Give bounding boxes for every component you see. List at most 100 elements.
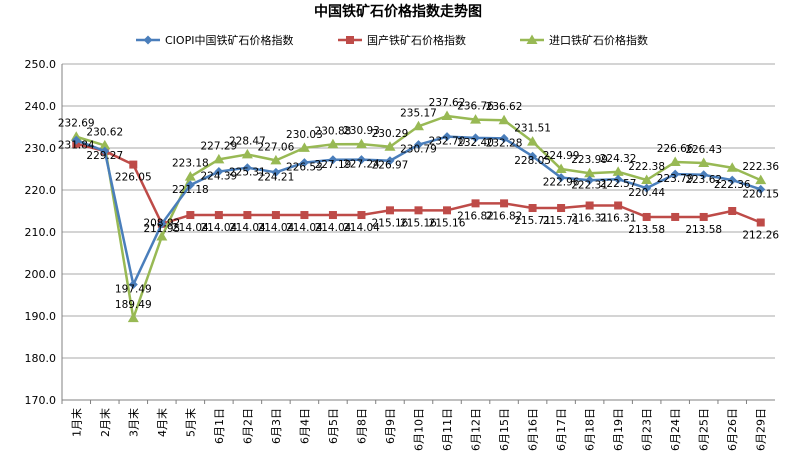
data-point (99, 139, 111, 150)
x-tick-label: 5月末 (183, 408, 197, 437)
data-label: 215.71 (543, 215, 580, 227)
x-tick-label: 6月5日 (327, 408, 340, 444)
data-point (612, 166, 624, 176)
x-tick-label: 3月末 (126, 408, 140, 437)
data-label: 229.27 (86, 150, 123, 162)
data-label: 189.49 (115, 299, 152, 311)
data-point (214, 211, 223, 220)
data-label: 222.36 (714, 179, 751, 191)
data-label: 215.16 (400, 217, 437, 229)
data-point (71, 135, 81, 145)
data-point (442, 132, 452, 142)
data-label: 232.28 (486, 137, 523, 149)
data-label: 213.58 (685, 224, 722, 236)
y-tick-label: 180.0 (25, 352, 57, 365)
data-point (356, 155, 366, 165)
chart-title: 中国铁矿石价格指数走势图 (314, 3, 482, 20)
x-tick-label: 6月18日 (584, 408, 597, 451)
data-point (527, 136, 539, 146)
data-label: 214.04 (286, 222, 323, 234)
data-point (385, 206, 394, 215)
data-label: 236.76 (457, 101, 494, 113)
y-tick-label: 200.0 (25, 268, 57, 281)
data-label: 230.88 (315, 125, 352, 137)
data-label: 230.79 (400, 144, 437, 156)
data-label: 232.40 (457, 137, 494, 149)
y-tick-label: 240.0 (25, 100, 57, 113)
x-tick-label: 6月23日 (641, 408, 654, 451)
data-point (385, 156, 395, 166)
data-point (271, 211, 280, 220)
data-label: 230.93 (343, 125, 380, 137)
y-tick-label: 190.0 (25, 310, 57, 323)
data-point (100, 146, 110, 156)
data-label: 226.05 (115, 172, 152, 184)
data-label: 235.17 (400, 107, 437, 119)
data-point (127, 312, 139, 323)
x-tick-label: 6月16日 (527, 408, 540, 451)
data-point (328, 211, 337, 220)
y-tick-label: 210.0 (25, 226, 57, 239)
data-label: 215.16 (372, 217, 409, 229)
x-tick-label: 4月末 (155, 408, 169, 437)
legend-label: 进口铁矿石价格指数 (549, 33, 648, 47)
x-tick-label: 6月10日 (413, 408, 426, 451)
data-point (129, 160, 138, 169)
data-label: 221.18 (172, 184, 209, 196)
data-point (642, 183, 652, 193)
data-point (214, 167, 224, 177)
data-point (584, 167, 596, 178)
data-point (357, 211, 366, 220)
data-point (500, 199, 509, 208)
data-point (328, 155, 338, 165)
data-label: 223.62 (685, 174, 722, 186)
data-label: 222.96 (543, 177, 580, 189)
x-tick-label: 6月8日 (355, 408, 368, 444)
data-point (414, 206, 423, 215)
x-tick-label: 1月末 (69, 408, 83, 437)
data-point (470, 114, 482, 124)
data-point (728, 207, 737, 215)
data-label: 216.82 (486, 210, 523, 222)
legend: CIOPI中国铁矿石价格指数 国产铁矿石价格指数 进口铁矿石价格指数 (136, 33, 648, 47)
data-point (241, 148, 253, 159)
data-point (726, 162, 738, 172)
x-tick-label: 6月9日 (384, 408, 397, 444)
data-point (756, 184, 766, 194)
data-point (555, 163, 567, 174)
y-axis-ticks: 250.0 240.0 230.0 220.0 210.0 200.0 190.0 180.0… (25, 58, 57, 407)
data-label: 211.95 (143, 223, 180, 235)
data-point (698, 157, 710, 167)
y-tick-label: 220.0 (25, 184, 57, 197)
data-label: 230.03 (286, 129, 323, 141)
data-label: 212.26 (742, 230, 779, 242)
data-point (585, 201, 594, 210)
x-tick-label: 6月19日 (612, 408, 625, 451)
data-point (271, 167, 281, 177)
data-label: 222.38 (628, 161, 665, 173)
data-label: 214.04 (343, 222, 380, 234)
data-point (413, 120, 424, 131)
data-point (143, 35, 153, 45)
series (70, 110, 767, 323)
x-tick-label: 6月15日 (498, 408, 511, 451)
data-point (699, 170, 709, 180)
data-point (699, 212, 708, 221)
data-label: 224.39 (200, 171, 237, 183)
data-label: 215.16 (429, 217, 466, 229)
data-label: 216.31 (600, 212, 637, 224)
data-point (242, 163, 252, 173)
x-tick-label: 6月1日 (213, 408, 226, 444)
data-label: 214.04 (229, 222, 266, 234)
data-point (669, 156, 681, 167)
data-label: 226.97 (372, 160, 409, 172)
data-point (414, 140, 423, 150)
data-point (355, 138, 367, 149)
axes (61, 64, 775, 401)
data-point (756, 218, 765, 227)
x-tick-label: 6月4日 (298, 408, 311, 444)
data-point (471, 199, 480, 208)
data-point (755, 174, 767, 185)
legend-label: CIOPI中国铁矿石价格指数 (165, 33, 293, 47)
data-label: 225.31 (229, 167, 266, 179)
